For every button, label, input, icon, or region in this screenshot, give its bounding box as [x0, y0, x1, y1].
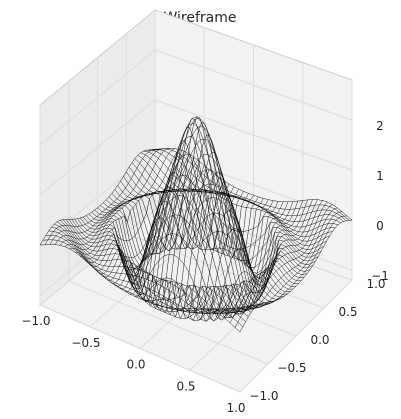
z-tick-label: 0 — [376, 219, 384, 233]
x-tick-label: 0.5 — [176, 379, 195, 393]
z-tick-label: 1 — [376, 169, 384, 183]
axes-grid — [39, 10, 353, 393]
y-tick-label: −1.0 — [249, 389, 278, 403]
y-tick-label: 0.0 — [310, 333, 329, 347]
z-tick-label: −1 — [371, 269, 389, 283]
y-tick-label: 0.5 — [338, 305, 357, 319]
z-tick-label: 2 — [376, 119, 384, 133]
y-tick-label: −0.5 — [277, 361, 306, 375]
y-tick-label: 1.0 — [366, 277, 385, 291]
x-tick-label: 0.0 — [126, 358, 145, 372]
axes-panes — [39, 8, 353, 393]
surface-wireframe — [39, 116, 353, 333]
x-tick-label: −0.5 — [71, 336, 100, 350]
x-tick-label: −1.0 — [21, 314, 50, 328]
x-tick-label: 1.0 — [226, 401, 245, 415]
